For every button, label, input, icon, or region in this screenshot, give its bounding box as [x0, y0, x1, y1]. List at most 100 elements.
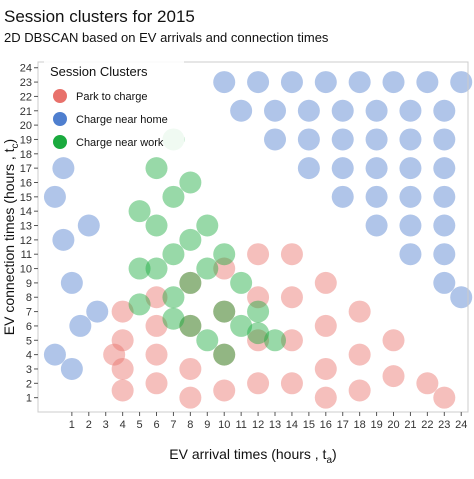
y-tick-label: 22 [20, 91, 32, 103]
point [314, 386, 337, 409]
x-tick-label: 19 [370, 419, 382, 431]
y-tick-label: 4 [26, 350, 32, 362]
x-tick-label: 8 [187, 419, 193, 431]
point [314, 271, 337, 294]
point [247, 372, 270, 395]
x-axis-title-sub: a [326, 455, 332, 466]
point [348, 379, 371, 402]
x-tick-label: 5 [137, 419, 143, 431]
x-tick-label: 4 [120, 419, 126, 431]
point [196, 257, 219, 280]
y-tick-label: 24 [20, 63, 32, 75]
x-tick-label: 9 [204, 419, 210, 431]
legend-marker [53, 135, 67, 149]
y-axis-title-sub: c [10, 143, 21, 148]
point [111, 300, 134, 323]
y-tick-label: 23 [20, 77, 32, 89]
point [128, 257, 151, 280]
x-tick-label: 16 [320, 419, 332, 431]
y-tick-label: 17 [20, 163, 32, 175]
y-axis-title-suffix: ) [1, 139, 17, 144]
point [382, 329, 405, 352]
point [230, 271, 253, 294]
point [145, 343, 168, 366]
y-tick-label: 1 [26, 393, 32, 405]
legend-label: Park to charge [76, 91, 148, 103]
legend: Session Clusters Park to charge Charge ne… [44, 60, 184, 154]
point [60, 357, 83, 380]
y-axis-title: EV connection times (hours , tc) [1, 139, 21, 335]
point [331, 99, 354, 122]
y-tick-label: 6 [26, 321, 32, 333]
point [399, 128, 422, 151]
point [450, 286, 473, 309]
point [128, 200, 151, 223]
point [348, 343, 371, 366]
point [145, 257, 168, 280]
point [433, 386, 456, 409]
point [433, 128, 456, 151]
legend-box [44, 60, 184, 154]
point [111, 379, 134, 402]
point [145, 157, 168, 180]
x-tick-label: 12 [252, 419, 264, 431]
point [128, 293, 151, 316]
x-tick-label: 3 [103, 419, 109, 431]
y-tick-label: 18 [20, 149, 32, 161]
point [331, 128, 354, 151]
legend-marker [53, 112, 67, 126]
x-tick-label: 20 [387, 419, 399, 431]
x-tick-label: 14 [286, 419, 298, 431]
point [179, 228, 202, 251]
point [213, 300, 236, 323]
point [416, 372, 439, 395]
point [247, 329, 270, 352]
point [297, 128, 320, 151]
point [433, 243, 456, 266]
point [86, 300, 109, 323]
point [77, 214, 100, 237]
y-tick-label: 15 [20, 192, 32, 204]
point [365, 128, 388, 151]
x-tick-label: 6 [153, 419, 159, 431]
point [247, 71, 270, 94]
x-tick-label: 2 [86, 419, 92, 431]
point [247, 286, 270, 309]
point [196, 214, 219, 237]
legend-label: Charge near work [76, 137, 164, 149]
point [247, 322, 270, 345]
legend-label: Charge near home [76, 114, 168, 126]
point [145, 286, 168, 309]
point [365, 99, 388, 122]
point [162, 286, 185, 309]
point [365, 157, 388, 180]
plot-frame [37, 61, 469, 413]
chart-title: Session clusters for 2015 [4, 7, 195, 26]
x-tick-label: 17 [337, 419, 349, 431]
y-tick-label: 5 [26, 335, 32, 347]
point [145, 214, 168, 237]
legend-marker [53, 89, 67, 103]
point [179, 271, 202, 294]
x-axis-title-text: EV arrival times (hours , t [169, 446, 326, 462]
point [213, 300, 236, 323]
point [179, 357, 202, 380]
point [60, 271, 83, 294]
point [43, 185, 66, 208]
point [213, 343, 236, 366]
point [297, 157, 320, 180]
x-tick-label: 1 [69, 419, 75, 431]
point [399, 99, 422, 122]
point [179, 271, 202, 294]
point [399, 243, 422, 266]
y-tick-label: 3 [26, 364, 32, 376]
point [179, 314, 202, 337]
point [111, 357, 134, 380]
point [416, 71, 439, 94]
y-tick-label: 12 [20, 235, 32, 247]
point [280, 286, 303, 309]
point [331, 185, 354, 208]
y-tick-label: 21 [20, 106, 32, 118]
point [433, 157, 456, 180]
